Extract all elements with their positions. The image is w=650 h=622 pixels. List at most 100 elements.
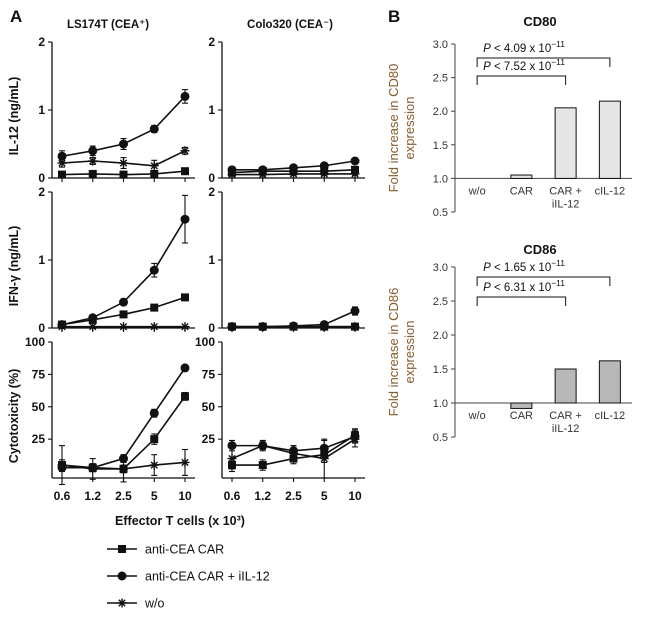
data-point-circle: [350, 306, 360, 316]
series-star: [57, 322, 190, 332]
data-point-star: [180, 457, 190, 467]
data-point-star: [180, 146, 190, 156]
data-point-star: [350, 434, 360, 444]
line-chart-r3-c1: 25 50 75 100 0.6 1.2 2.5 5 10: [25, 335, 195, 503]
x-tick-label: 2.5: [285, 489, 302, 503]
y-tick-label: 3.0: [433, 39, 448, 51]
data-point-star: [227, 322, 237, 332]
data-point-circle: [88, 313, 98, 323]
y-tick-label: 0: [208, 171, 215, 185]
series-star: [227, 430, 360, 479]
line-chart-r3-c2: 25 50 75 100 0.6 1.2 2.5 5 10: [195, 335, 365, 503]
p-value-label: P < 7.52 x 10−11: [483, 57, 565, 73]
data-point-square: [58, 170, 66, 179]
y-tick-label: 1.5: [433, 140, 448, 152]
data-point-star: [149, 460, 159, 470]
data-point-square: [150, 303, 159, 312]
line-chart-r1-c1: 0 1 2: [38, 35, 195, 185]
y-tick-label: 2: [208, 35, 215, 49]
data-point-star: [289, 448, 298, 458]
data-point-star: [149, 322, 159, 332]
y-tick-label: 2: [38, 35, 45, 49]
legend-marker-star: [117, 598, 127, 608]
data-point-star: [119, 464, 128, 474]
series-circle: [57, 194, 190, 330]
data-point-circle: [149, 408, 159, 418]
data-point-circle: [289, 163, 298, 173]
data-point-star: [57, 460, 67, 470]
p-value-label: P < 6.31 x 10−11: [483, 278, 565, 294]
data-point-star: [227, 454, 237, 464]
legend-label: anti-CEA CAR + iIL-12: [145, 570, 270, 584]
data-point-star: [258, 441, 268, 451]
legend-marker-circle: [117, 571, 127, 581]
bar: [554, 368, 577, 404]
y-tick-label: 1: [208, 103, 215, 117]
bar: [510, 402, 533, 409]
data-point-star: [88, 156, 98, 166]
y-tick-label: 0: [208, 321, 215, 335]
y-tick-label: 0.5: [433, 207, 448, 219]
data-point-square: [150, 169, 159, 178]
chart-title: CD80: [523, 14, 556, 29]
y-tick-label: 75: [202, 367, 216, 381]
data-point-star: [319, 169, 329, 179]
x-tick-label: 1.2: [254, 489, 271, 503]
bar-chart-cd86: CD86 Fold increase in CD86 expression 0.5 1.…: [386, 242, 632, 444]
data-point-star: [119, 158, 128, 168]
p-value-label: P < 4.09 x 10−11: [483, 39, 565, 55]
category-label: w/o: [468, 410, 486, 422]
y-tick-label: 1.5: [433, 364, 448, 376]
panel-b-label: B: [388, 7, 400, 26]
line-chart-r2-c1: 0 1 2: [38, 185, 195, 335]
y-tick-label: 2: [208, 185, 215, 199]
significance-bracket: [476, 57, 611, 67]
y-tick-label: 1.0: [433, 173, 448, 185]
data-point-star: [88, 464, 98, 474]
data-point-star: [350, 169, 360, 179]
data-point-square: [181, 167, 189, 176]
x-tick-label: 0.6: [224, 489, 241, 503]
data-point-star: [57, 158, 67, 168]
data-point-circle: [350, 156, 360, 166]
data-point-star: [149, 161, 159, 171]
series-square: [58, 167, 189, 179]
x-tick-label: 10: [178, 489, 192, 503]
legend-label: anti-CEA CAR: [145, 543, 224, 557]
y-axis-label-line1: Fold increase in CD86: [386, 288, 401, 417]
data-point-square: [119, 170, 128, 179]
data-point-circle: [88, 146, 98, 156]
column-title-1: LS174T (CEA⁺): [67, 19, 149, 31]
significance-bracket: [476, 276, 611, 286]
y-axis-label-line1: Fold increase in CD80: [386, 64, 401, 193]
y-tick-label: 100: [25, 335, 45, 349]
series-line: [61, 218, 186, 326]
data-point-star: [180, 322, 190, 332]
category-label: cIL-12: [595, 185, 626, 197]
data-point-square: [119, 310, 128, 319]
data-point-star: [319, 454, 329, 464]
data-point-circle: [180, 91, 190, 101]
data-point-square: [181, 392, 189, 401]
series-star: [227, 169, 360, 180]
y-tick-label: 25: [32, 432, 46, 446]
significance-bracket: [476, 75, 567, 85]
y-tick-label: 2.5: [433, 73, 448, 85]
category-label: CAR +: [549, 185, 582, 197]
data-point-square: [150, 435, 159, 444]
x-tick-label: 1.2: [84, 489, 101, 503]
data-point-square: [258, 461, 267, 470]
panel-a-legend: anti-CEA CAR anti-CEA CAR + iIL-12 w/o: [107, 543, 270, 611]
y-tick-label: 0.5: [433, 432, 448, 444]
y-tick-label: 2.0: [433, 106, 448, 118]
category-label: iIL-12: [552, 423, 580, 435]
panel-a-label: A: [10, 7, 22, 26]
y-tick-label: 2.0: [433, 330, 448, 342]
y-tick-label: 1: [38, 253, 45, 267]
series-star: [57, 146, 190, 172]
data-point-star: [289, 169, 298, 179]
data-point-star: [88, 322, 98, 332]
bar: [598, 100, 621, 179]
data-point-star: [319, 322, 329, 332]
data-point-square: [181, 293, 189, 302]
